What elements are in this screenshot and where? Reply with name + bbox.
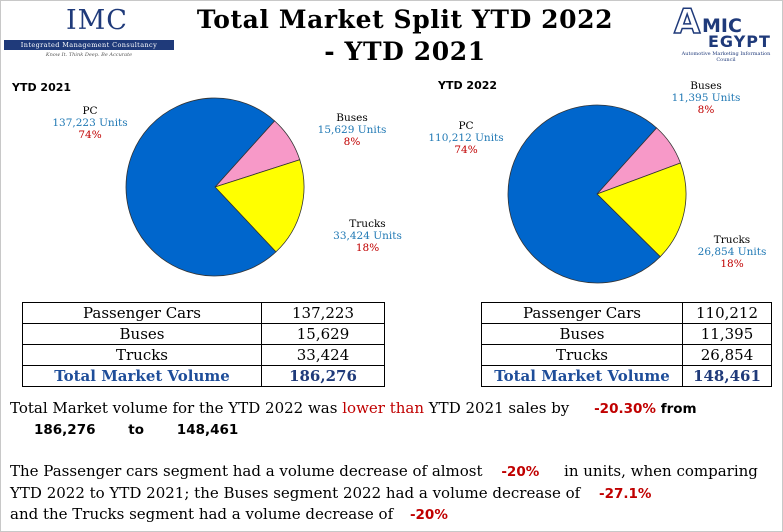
volume-table-2021: Passenger Cars 137,223 Buses 15,629 Truc…	[22, 302, 385, 387]
amic-logo-subtitle: Automotive Marketing Information Council	[681, 51, 771, 63]
table-cell-label: Passenger Cars	[22, 302, 262, 324]
label-pc-2022-units: 110,212 Units	[428, 132, 504, 144]
label-pc-2021-units: 137,223 Units	[52, 117, 128, 129]
label-buses-2022-percent: 8%	[697, 104, 715, 116]
table-cell-label: Total Market Volume	[22, 365, 262, 387]
pie-chart-ytd-2021	[125, 97, 305, 277]
table-row-total: Total Market Volume 186,276	[22, 365, 385, 387]
label-pc-2022-name: PC	[458, 120, 474, 132]
label-buses-2022-name: Buses	[690, 80, 722, 92]
table-cell-value: 33,424	[261, 344, 385, 366]
label-pc-2021-name: PC	[82, 105, 98, 117]
summary-line-3: The Passenger cars segment had a volume …	[10, 460, 758, 483]
summary-line-2: 186,276 to 148,461	[34, 418, 238, 441]
summary-line-1: Total Market volume for the YTD 2022 was…	[10, 397, 697, 420]
summary-volume-2022: 148,461	[176, 422, 239, 438]
label-trucks-2022-name: Trucks	[713, 234, 751, 246]
summary-text: The Passenger cars segment had a volume …	[10, 462, 483, 480]
table-cell-label: Buses	[481, 323, 683, 345]
amic-logo-mic: MIC	[702, 15, 742, 37]
table-row: Buses 15,629	[22, 323, 385, 345]
slice-trucks-2022	[596, 162, 687, 258]
label-trucks-2022-units: 26,854 Units	[697, 246, 767, 258]
slice-pc-2021	[125, 97, 277, 277]
table-cell-value: 26,854	[682, 344, 772, 366]
summary-buses-change: -27.1%	[599, 486, 652, 502]
label-trucks-2021-units: 33,424 Units	[333, 230, 402, 242]
table-cell-value: 137,223	[261, 302, 385, 324]
label-trucks-2022: Trucks 26,854 Units 18%	[682, 234, 782, 270]
table-cell-value: 15,629	[261, 323, 385, 345]
title-line-1: Total Market Split YTD 2022	[196, 5, 614, 34]
label-trucks-2021: Trucks 33,424 Units 18%	[315, 218, 420, 254]
table-cell-label: Passenger Cars	[481, 302, 683, 324]
label-pc-2021-percent: 74%	[78, 129, 102, 141]
imc-logo-tagline: Know It. Think Deep. Be Accurate	[45, 52, 133, 58]
label-trucks-2021-percent: 18%	[355, 242, 380, 254]
summary-to: to	[128, 422, 145, 438]
table-cell-value: 11,395	[682, 323, 772, 345]
chart-title-ytd-2022: YTD 2022	[438, 79, 498, 92]
summary-line-5: and the Trucks segment had a volume decr…	[10, 503, 448, 526]
table-cell-value: 186,276	[261, 365, 385, 387]
label-pc-2022: PC 110,212 Units 74%	[416, 120, 516, 156]
imc-logo-text: IMC	[66, 5, 128, 36]
summary-text: and the Trucks segment had a volume decr…	[10, 505, 394, 523]
amic-logo-egypt: EGYPT	[708, 32, 771, 51]
table-row: Passenger Cars 137,223	[22, 302, 385, 324]
label-pc-2021: PC 137,223 Units 74%	[40, 105, 140, 141]
label-buses-2021-units: 15,629 Units	[317, 124, 387, 136]
table-cell-label: Trucks	[22, 344, 262, 366]
label-buses-2021-name: Buses	[336, 112, 368, 124]
label-pc-2022-percent: 74%	[454, 144, 478, 156]
summary-from: from	[660, 401, 697, 417]
table-cell-value: 110,212	[682, 302, 772, 324]
label-buses-2022-units: 11,395 Units	[671, 92, 741, 104]
summary-pc-change: -20%	[501, 464, 540, 480]
imc-logo-subtitle: Integrated Management Consultancy	[4, 40, 174, 50]
amic-logo: A MIC EGYPT Automotive Marketing Informa…	[672, 1, 780, 64]
label-buses-2022: Buses 11,395 Units 8%	[656, 80, 756, 116]
summary-lower-than: lower than	[342, 399, 425, 417]
table-row: Trucks 26,854	[481, 344, 772, 366]
label-buses-2021: Buses 15,629 Units 8%	[302, 112, 402, 148]
page-title: Total Market Split YTD 2022 - YTD 2021	[180, 4, 630, 68]
table-row: Trucks 33,424	[22, 344, 385, 366]
table-row-total: Total Market Volume 148,461	[481, 365, 772, 387]
imc-logo: IMC Integrated Management Consultancy Kn…	[4, 3, 174, 61]
table-cell-label: Buses	[22, 323, 262, 345]
summary-text: YTD 2021 sales by	[424, 399, 570, 417]
table-cell-value: 148,461	[682, 365, 772, 387]
summary-line-4: YTD 2022 to YTD 2021; the Buses segment …	[10, 482, 651, 505]
amic-logo-a: A	[673, 1, 701, 43]
summary-volume-2021: 186,276	[34, 422, 96, 438]
label-buses-2021-percent: 8%	[343, 136, 361, 148]
label-trucks-2022-percent: 18%	[720, 258, 744, 270]
slice-pc-2022	[507, 104, 661, 284]
table-cell-label: Trucks	[481, 344, 683, 366]
pie-chart-ytd-2022	[507, 104, 687, 284]
table-row: Passenger Cars 110,212	[481, 302, 772, 324]
volume-table-2022: Passenger Cars 110,212 Buses 11,395 Truc…	[481, 302, 772, 387]
label-trucks-2021-name: Trucks	[349, 218, 386, 230]
summary-trucks-change: -20%	[409, 507, 448, 523]
title-line-2: - YTD 2021	[324, 37, 486, 66]
summary-text: YTD 2022 to YTD 2021; the Buses segment …	[10, 484, 581, 502]
chart-title-ytd-2021: YTD 2021	[12, 81, 72, 94]
table-cell-label: Total Market Volume	[481, 365, 683, 387]
summary-text: Total Market volume for the YTD 2022 was	[10, 399, 343, 417]
summary-total-change: -20.30%	[594, 401, 656, 417]
summary-text: in units, when comparing	[564, 462, 758, 480]
slice-trucks-2021	[214, 159, 305, 253]
table-row: Buses 11,395	[481, 323, 772, 345]
